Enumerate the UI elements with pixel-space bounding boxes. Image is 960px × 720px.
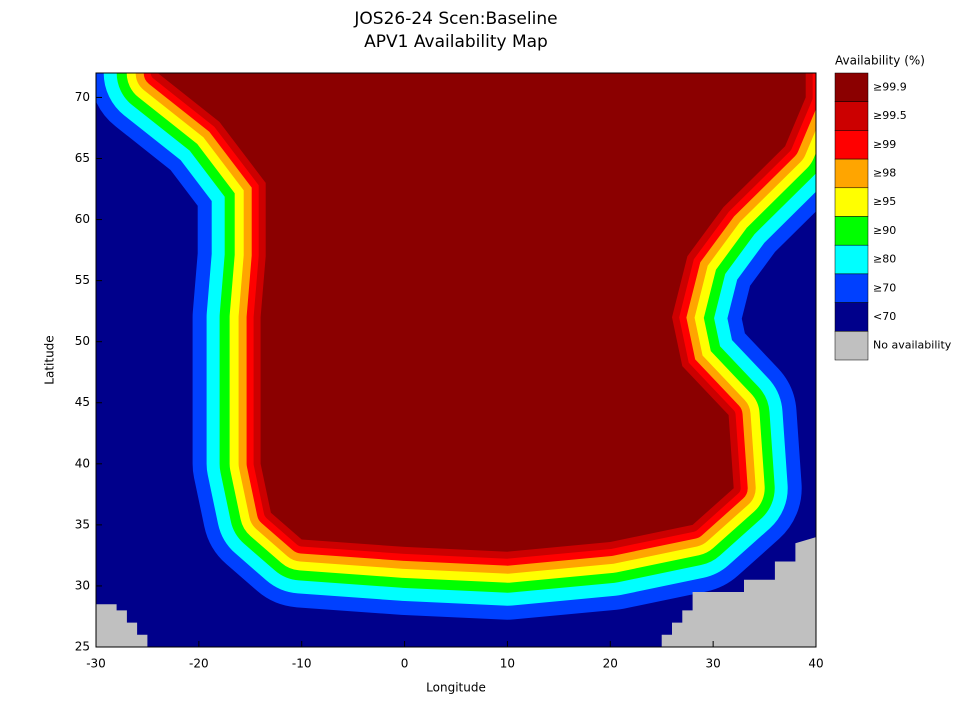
legend-label: ≥80	[873, 253, 896, 266]
x-tick-label: -10	[292, 657, 312, 671]
x-tick-label: -30	[86, 657, 106, 671]
y-tick-label: 40	[75, 456, 90, 470]
map-area	[96, 73, 816, 647]
coverage-core	[157, 73, 806, 552]
chart-subtitle: APV1 Availability Map	[364, 32, 548, 52]
y-tick-label: 25	[75, 640, 90, 654]
x-tick-label: 10	[500, 657, 515, 671]
x-axis-label: Longitude	[426, 681, 486, 695]
no-availability-region	[661, 537, 816, 647]
x-tick-label: -20	[189, 657, 209, 671]
plot-frame	[95, 72, 817, 648]
legend-label: <70	[873, 310, 896, 323]
legend-label: ≥99.9	[873, 80, 907, 93]
y-tick-label: 60	[75, 212, 90, 226]
legend-swatch	[834, 244, 869, 275]
legend-label: ≥70	[873, 281, 896, 294]
legend-swatch	[834, 158, 869, 189]
legend-label: No availability	[873, 339, 952, 352]
y-tick-label: 50	[75, 334, 90, 348]
legend-swatch	[834, 273, 869, 303]
legend-swatch	[834, 187, 869, 217]
chart-title: JOS26-24 Scen:Baseline	[353, 9, 557, 29]
y-tick-label: 45	[75, 395, 90, 409]
y-tick-label: 70	[75, 90, 90, 104]
y-axis-label: Latitude	[43, 335, 57, 384]
y-tick-label: 65	[75, 151, 90, 165]
y-tick-label: 30	[75, 578, 90, 592]
y-tick-label: 55	[75, 273, 90, 287]
legend-label: ≥95	[873, 195, 896, 208]
legend-swatch	[834, 72, 869, 102]
legend-swatch	[834, 216, 869, 246]
legend-label: ≥99.5	[873, 109, 907, 122]
x-tick-label: 40	[808, 657, 823, 671]
legend-swatch	[834, 331, 869, 361]
legend-swatch	[834, 302, 869, 332]
legend-label: ≥99	[873, 138, 896, 151]
legend-title: Availability (%)	[835, 54, 925, 68]
x-tick-label: 0	[401, 657, 409, 671]
legend-label: ≥98	[873, 166, 896, 179]
x-tick-label: 30	[706, 657, 721, 671]
x-tick-label: 20	[603, 657, 618, 671]
legend-swatch	[834, 101, 869, 131]
no-availability-region	[96, 604, 148, 647]
y-tick-label: 35	[75, 517, 90, 531]
legend-swatch	[834, 130, 869, 160]
legend-label: ≥90	[873, 224, 896, 237]
